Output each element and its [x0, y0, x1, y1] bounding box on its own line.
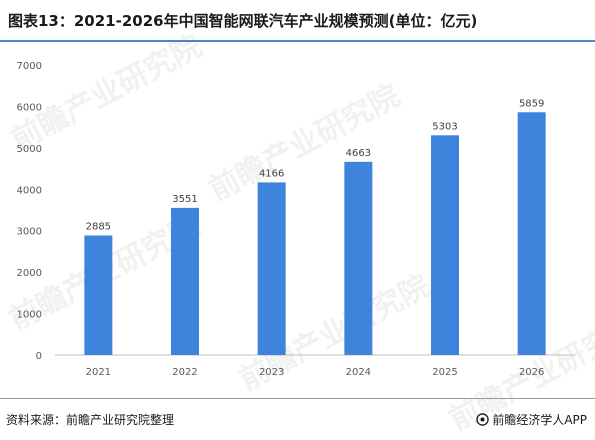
x-tick-label: 2024	[346, 367, 371, 378]
brand-logo-icon	[476, 413, 490, 426]
bar	[517, 112, 546, 356]
chart-title: 图表13：2021-2026年中国智能网联汽车产业规模预测(单位：亿元)	[8, 12, 478, 30]
bar-chart: 0 1000 2000 3000 4000 5000 6000 7000 2885 2021 355…	[17, 61, 575, 378]
data-label: 5859	[519, 98, 544, 109]
bar	[171, 207, 199, 355]
bar	[344, 161, 373, 355]
y-tick-label: 4000	[17, 185, 42, 196]
y-tick-label: 2000	[17, 268, 42, 279]
source-note: 资料来源：前瞻产业研究院整理	[6, 413, 175, 427]
bar	[84, 235, 113, 355]
bar	[257, 182, 286, 355]
brand-credit: 前瞻经济学人APP	[476, 411, 587, 428]
data-label: 2885	[86, 221, 111, 232]
footer-divider	[0, 398, 595, 399]
title-divider	[0, 40, 595, 42]
x-tick-label: 2025	[432, 367, 457, 378]
y-tick-label: 3000	[17, 227, 42, 238]
x-tick-label: 2022	[172, 367, 197, 378]
data-label: 4663	[346, 148, 371, 159]
x-tick-label: 2021	[86, 367, 111, 378]
y-tick-label: 5000	[17, 144, 42, 155]
y-tick-label: 7000	[17, 61, 42, 72]
brand-name: 前瞻经济学人APP	[492, 413, 587, 427]
x-tick-label: 2023	[259, 367, 284, 378]
data-label: 4166	[259, 168, 284, 179]
y-tick-label: 6000	[17, 102, 42, 113]
data-label: 5303	[432, 121, 457, 132]
x-tick-label: 2026	[519, 367, 544, 378]
y-tick-label: 0	[36, 351, 42, 362]
y-tick-label: 1000	[17, 310, 42, 321]
data-label: 3551	[172, 194, 197, 205]
bar	[431, 135, 459, 355]
